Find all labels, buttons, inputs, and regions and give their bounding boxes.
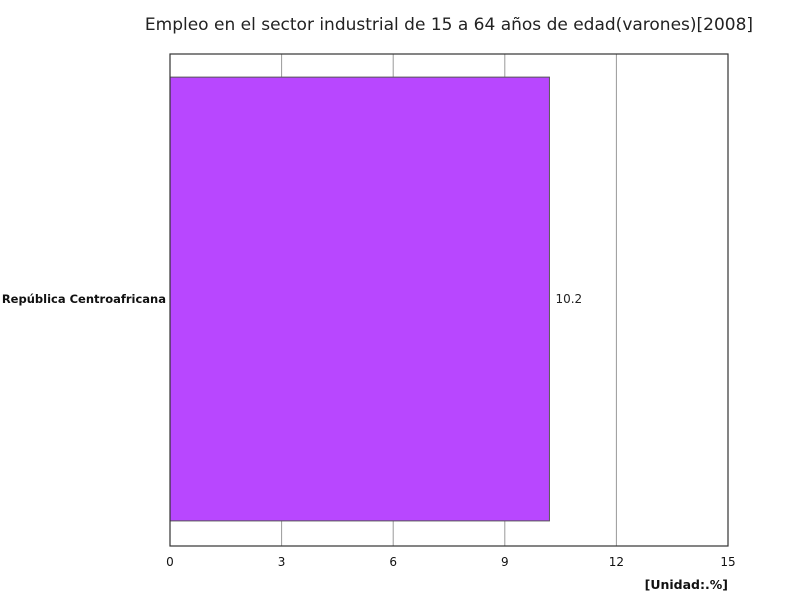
bar xyxy=(169,76,550,522)
category-label: República Centroafricana xyxy=(2,292,166,306)
unit-label: [Unidad:.%] xyxy=(645,577,728,592)
chart-title: Empleo en el sector industrial de 15 a 6… xyxy=(145,15,753,35)
x-tick-label: 0 xyxy=(166,555,174,569)
bars: 10.2 xyxy=(169,76,582,522)
y-axis: República Centroafricana xyxy=(2,292,166,306)
x-tick-label: 3 xyxy=(278,555,286,569)
x-axis: 0 3 6 9 12 15 xyxy=(166,555,735,569)
bar-value-label: 10.2 xyxy=(555,292,582,306)
x-tick-label: 9 xyxy=(501,555,509,569)
plot-frame xyxy=(169,53,729,547)
x-tick-label: 12 xyxy=(609,555,624,569)
x-tick-label: 6 xyxy=(389,555,397,569)
x-tick-label: 15 xyxy=(720,555,735,569)
